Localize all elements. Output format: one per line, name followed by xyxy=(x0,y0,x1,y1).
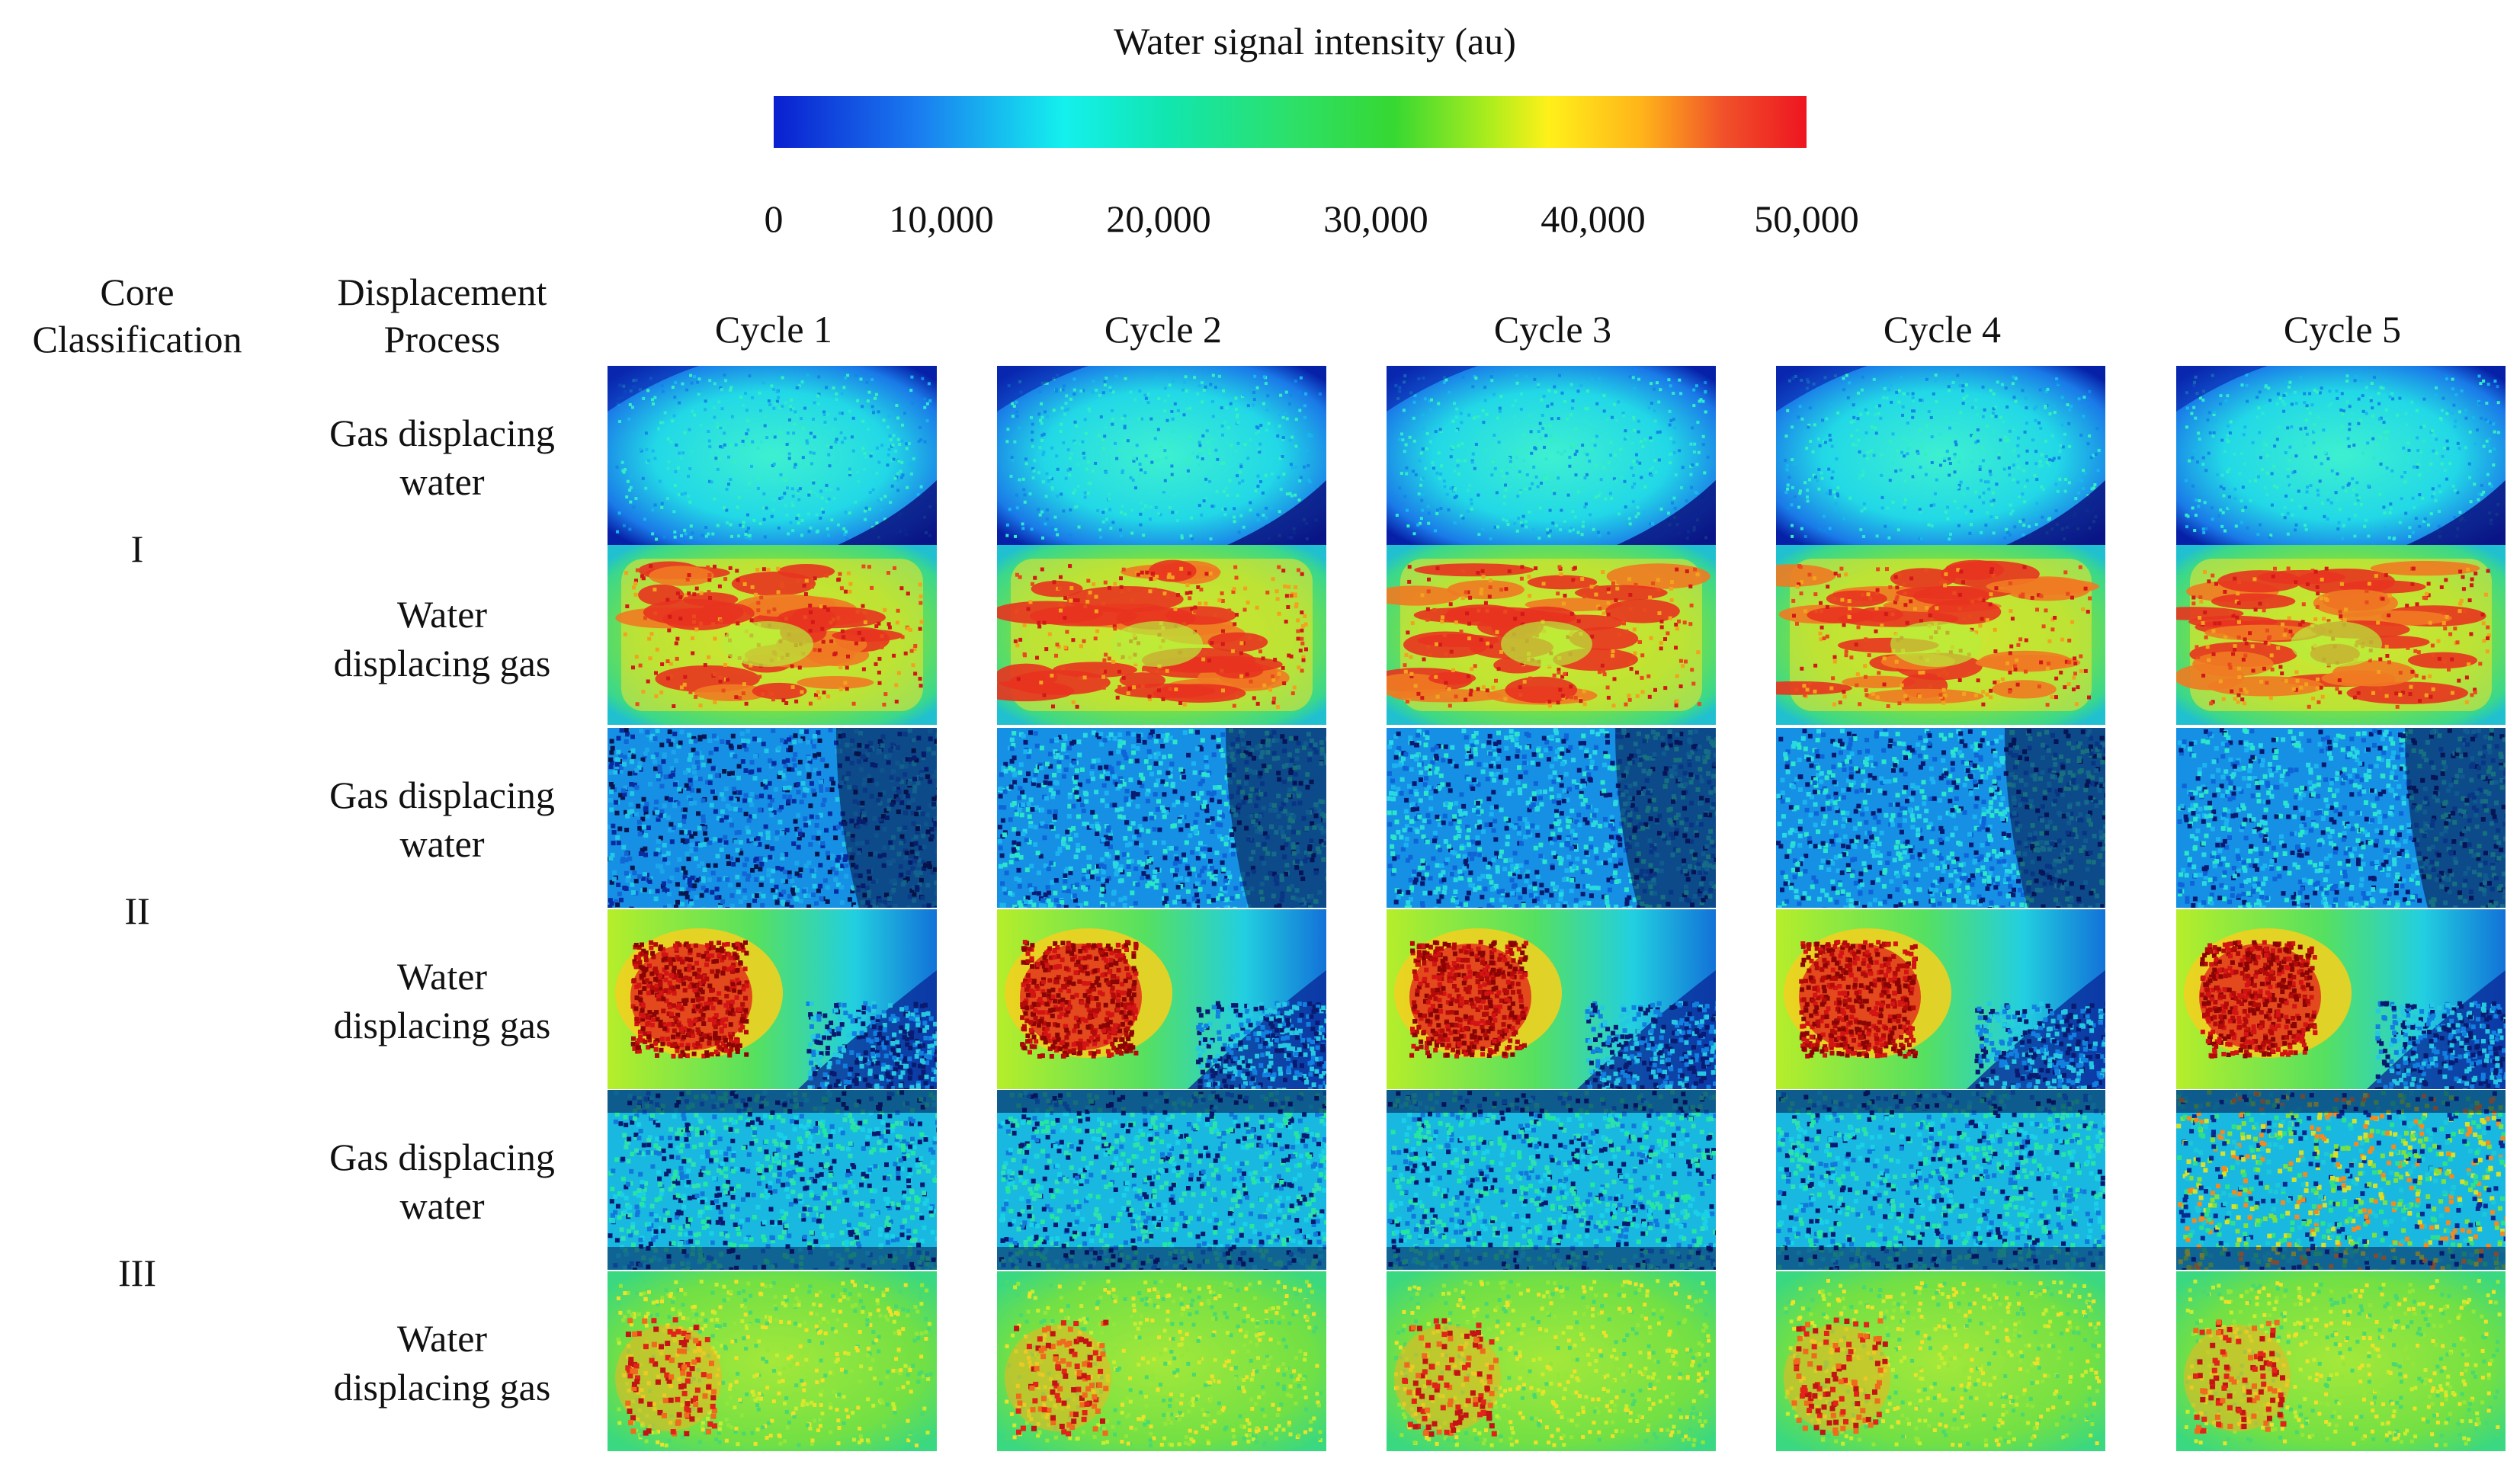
row-label-process: Water displacing gas xyxy=(290,952,595,1050)
header-core-line: Core xyxy=(15,268,259,316)
colorbar-tick: 40,000 xyxy=(1479,194,1707,243)
signal-map-panel xyxy=(2176,366,2506,546)
row-label-line: Water xyxy=(290,952,595,1001)
signal-map-panel xyxy=(608,1271,937,1451)
signal-map-panel xyxy=(997,545,1326,725)
signal-map-panel xyxy=(1776,1090,2105,1270)
signal-map-panel xyxy=(997,728,1326,908)
signal-map-panel xyxy=(997,909,1326,1089)
row-label-line: displacing gas xyxy=(290,639,595,687)
column-cycle-2: Cycle 2 xyxy=(995,305,1331,354)
signal-map-panel xyxy=(997,1090,1326,1270)
row-label-line: Water xyxy=(290,1314,595,1363)
header-displacement-process: Displacement Process xyxy=(305,268,579,363)
column-cycle-1: Cycle 1 xyxy=(606,305,941,354)
column-cycle-5: Cycle 5 xyxy=(2175,305,2510,354)
signal-map-panel xyxy=(1776,366,2105,546)
row-label-line: water xyxy=(290,819,595,868)
row-label-line: displacing gas xyxy=(290,1001,595,1050)
colorbar-tick: 20,000 xyxy=(1044,194,1273,243)
signal-map-panel xyxy=(2176,1090,2506,1270)
header-core-line: Classification xyxy=(15,316,259,363)
header-process-line: Process xyxy=(305,316,579,363)
colorbar-tick: 0 xyxy=(659,194,888,243)
signal-map-panel xyxy=(1387,909,1716,1089)
signal-map-panel xyxy=(1387,1090,1716,1270)
signal-map-panel xyxy=(2176,1271,2506,1451)
signal-map-panel xyxy=(1776,909,2105,1089)
signal-map-panel xyxy=(1387,728,1716,908)
row-label-process: Gas displacing water xyxy=(290,409,595,506)
core-label-II: II xyxy=(61,886,213,935)
row-label-line: water xyxy=(290,457,595,506)
signal-map-panel xyxy=(1776,728,2105,908)
signal-map-panel xyxy=(608,728,937,908)
row-label-line: Gas displacing xyxy=(290,771,595,819)
column-cycle-4: Cycle 4 xyxy=(1775,305,2110,354)
colorbar-tick: 30,000 xyxy=(1262,194,1490,243)
signal-map-panel xyxy=(608,545,937,725)
signal-map-panel xyxy=(608,909,937,1089)
signal-map-panel xyxy=(1387,366,1716,546)
signal-map-panel xyxy=(1776,1271,2105,1451)
colorbar-tick: 50,000 xyxy=(1692,194,1921,243)
row-label-line: Water xyxy=(290,590,595,639)
signal-map-panel xyxy=(997,366,1326,546)
row-label-process: Water displacing gas xyxy=(290,590,595,687)
signal-map-panel xyxy=(997,1271,1326,1451)
signal-map-panel xyxy=(1387,1271,1716,1451)
row-label-process: Gas displacing water xyxy=(290,1133,595,1230)
signal-map-panel xyxy=(608,1090,937,1270)
colorbar-gradient xyxy=(774,96,1807,148)
row-label-process: Gas displacing water xyxy=(290,771,595,868)
signal-map-panel xyxy=(2176,545,2506,725)
column-cycle-3: Cycle 3 xyxy=(1385,305,1720,354)
row-label-line: Gas displacing xyxy=(290,1133,595,1181)
header-process-line: Displacement xyxy=(305,268,579,316)
row-label-line: Gas displacing xyxy=(290,409,595,457)
signal-map-panel xyxy=(608,366,937,546)
row-label-line: displacing gas xyxy=(290,1363,595,1412)
core-label-III: III xyxy=(61,1248,213,1297)
row-label-line: water xyxy=(290,1181,595,1230)
signal-map-panel xyxy=(2176,909,2506,1089)
colorbar-title: Water signal intensity (au) xyxy=(762,17,1868,66)
signal-map-panel xyxy=(2176,728,2506,908)
signal-map-panel xyxy=(1387,545,1716,725)
signal-map-panel xyxy=(1776,545,2105,725)
core-label-I: I xyxy=(61,524,213,573)
colorbar-tick: 10,000 xyxy=(827,194,1056,243)
header-core-classification: Core Classification xyxy=(15,268,259,363)
row-label-process: Water displacing gas xyxy=(290,1314,595,1412)
